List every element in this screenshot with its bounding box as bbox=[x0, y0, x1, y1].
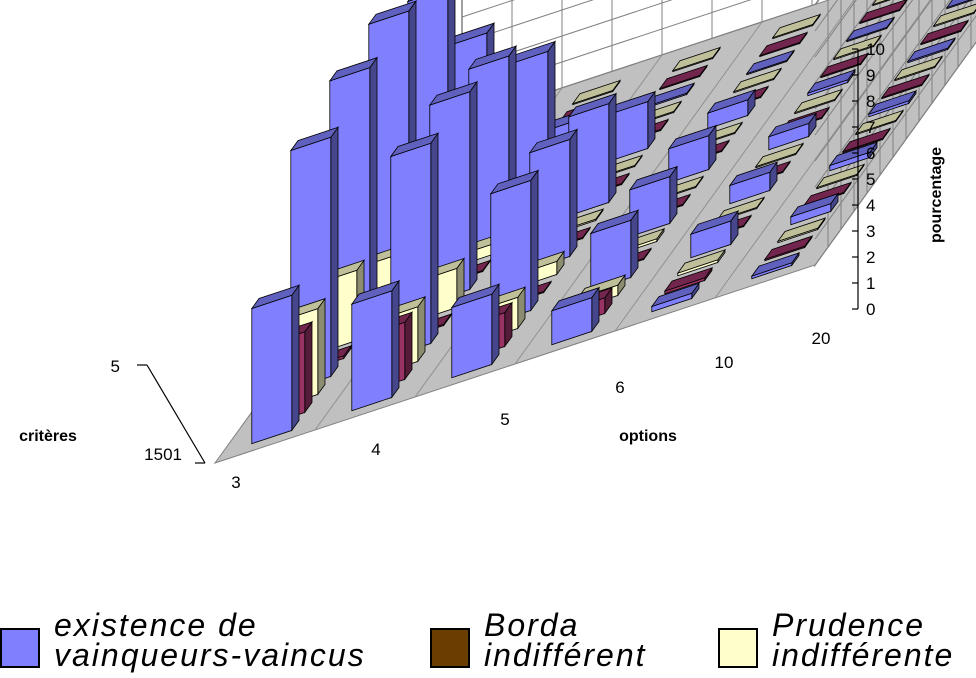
z-tick-label: 10 bbox=[866, 40, 885, 59]
bar bbox=[871, 0, 892, 7]
legend-label: Prudence indifférente bbox=[772, 607, 955, 673]
bar bbox=[867, 89, 918, 118]
floor-gridline bbox=[614, 0, 855, 332]
bar bbox=[906, 36, 957, 64]
bar bbox=[689, 209, 740, 259]
x-tick-label: 5 bbox=[500, 410, 509, 429]
bar bbox=[628, 165, 679, 238]
bar bbox=[945, 0, 975, 10]
bar bbox=[832, 34, 883, 61]
bar bbox=[550, 286, 601, 346]
z-gridline bbox=[461, 0, 932, 162]
z-axis-title: pourcentage bbox=[928, 147, 945, 243]
z-tick-label: 3 bbox=[866, 222, 875, 241]
chart-legend: existence de vainqueurs-vaincus Borda in… bbox=[0, 600, 976, 678]
bar bbox=[789, 192, 840, 226]
chart-bars bbox=[250, 0, 976, 445]
x-tick-label: 10 bbox=[715, 353, 734, 372]
bar bbox=[819, 52, 870, 79]
bar bbox=[658, 64, 709, 91]
bar bbox=[932, 3, 976, 28]
z-tick-label: 7 bbox=[866, 118, 875, 137]
bar bbox=[428, 80, 479, 304]
legend-item: Prudence indifférente bbox=[718, 607, 955, 673]
bar bbox=[663, 266, 714, 295]
z-tick-label: 5 bbox=[866, 170, 875, 189]
bar bbox=[650, 282, 701, 313]
x-tick-label: 3 bbox=[231, 473, 240, 492]
bar bbox=[845, 16, 896, 43]
chart-3d-bars: 0 1 2 3 4 5 6 7 8 9 10 3 4 5 6 10 20 5 1501 pourcentage op… bbox=[19, 0, 976, 492]
bar bbox=[489, 169, 540, 325]
bar bbox=[758, 31, 809, 58]
bar bbox=[880, 73, 931, 100]
x-tick-label: 4 bbox=[371, 440, 380, 459]
floor-gridline bbox=[714, 0, 931, 299]
bar bbox=[676, 248, 727, 277]
bar bbox=[750, 251, 801, 280]
bar bbox=[606, 90, 657, 163]
legend-swatch bbox=[430, 628, 470, 668]
legend-swatch bbox=[718, 628, 758, 668]
bar bbox=[528, 128, 579, 271]
bar bbox=[763, 234, 814, 262]
depth-tick-label: 5 bbox=[111, 357, 120, 376]
legend-item: Borda indifférent bbox=[430, 607, 647, 673]
bar bbox=[767, 112, 818, 151]
x-tick-label: 6 bbox=[615, 378, 624, 397]
bar bbox=[806, 68, 857, 97]
bar bbox=[858, 0, 908, 25]
z-gridline bbox=[814, 0, 914, 136]
bar bbox=[771, 13, 822, 40]
bar bbox=[645, 82, 696, 109]
bar bbox=[754, 142, 805, 169]
bar bbox=[250, 284, 301, 445]
z-tick-label: 8 bbox=[866, 92, 875, 111]
chart-axes: 0 1 2 3 4 5 6 7 8 9 10 3 4 5 6 10 20 5 1501 bbox=[111, 40, 885, 492]
bar bbox=[350, 279, 401, 412]
bar bbox=[732, 67, 783, 94]
legend-swatch bbox=[0, 628, 40, 668]
bar bbox=[567, 92, 618, 217]
z-tick-label: 9 bbox=[866, 66, 875, 85]
bar bbox=[667, 124, 718, 184]
z-tick-label: 2 bbox=[866, 248, 875, 267]
bar bbox=[793, 88, 844, 115]
bar bbox=[571, 79, 622, 106]
bar bbox=[450, 283, 501, 379]
bar bbox=[841, 127, 892, 154]
bar bbox=[706, 88, 757, 130]
z-tick-label: 4 bbox=[866, 196, 875, 215]
legend-item: existence de vainqueurs-vaincus bbox=[0, 607, 366, 673]
bar bbox=[728, 161, 779, 205]
legend-label: Borda indifférent bbox=[484, 607, 647, 673]
legend-label: existence de vainqueurs-vaincus bbox=[54, 607, 366, 673]
x-tick-label: 20 bbox=[812, 329, 831, 348]
bar bbox=[671, 46, 722, 73]
bar bbox=[854, 109, 905, 136]
bar bbox=[893, 55, 944, 82]
bar bbox=[828, 141, 879, 172]
depth-tick-label: 1501 bbox=[144, 445, 182, 464]
bar bbox=[745, 49, 796, 76]
bar bbox=[776, 216, 827, 244]
depth-axis-title: critères bbox=[19, 428, 77, 445]
bar bbox=[919, 19, 970, 46]
z-gridline bbox=[461, 0, 951, 188]
z-tick-label: 6 bbox=[866, 144, 875, 163]
z-tick-label: 1 bbox=[866, 274, 875, 293]
z-tick-label: 0 bbox=[866, 300, 875, 319]
x-axis-title: options bbox=[619, 428, 677, 445]
